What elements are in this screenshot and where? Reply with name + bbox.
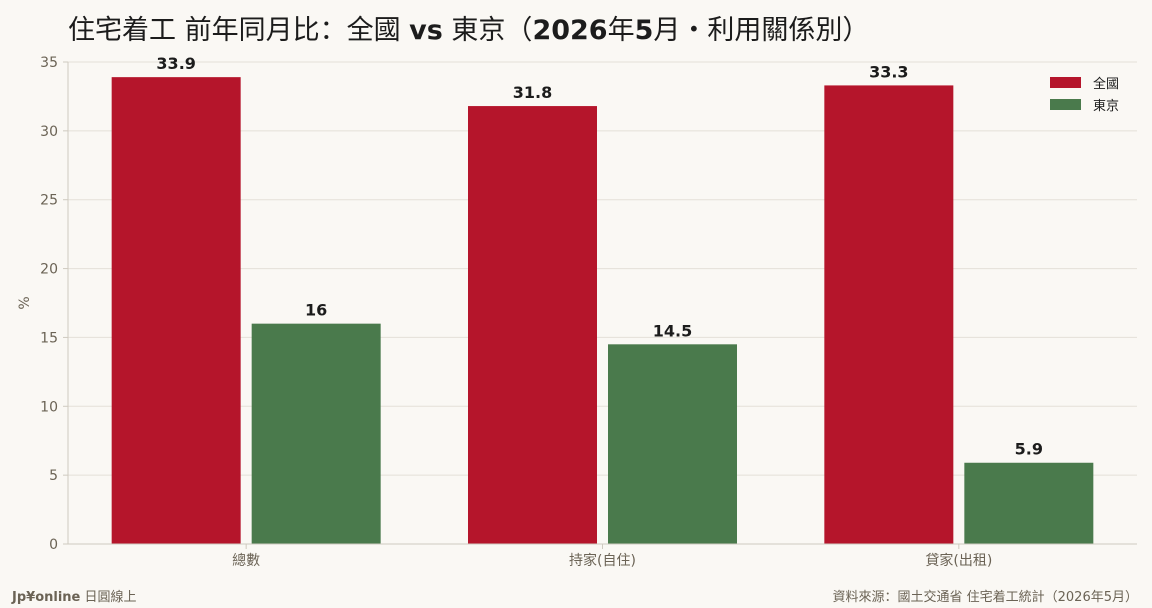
x-tick-label: 貸家(出租) xyxy=(925,552,992,569)
footer-source: 資料來源：國土交通省 住宅着工統計（2026年5月） xyxy=(832,590,1139,605)
bar-value-label: 33.3 xyxy=(869,62,908,81)
y-tick-label: 20 xyxy=(40,262,58,278)
title-part-5: 年 xyxy=(607,15,635,46)
bar-value-label: 16 xyxy=(305,301,327,320)
bar xyxy=(964,462,1094,544)
x-tick-label: 持家(自住) xyxy=(569,552,636,569)
bar-value-label: 5.9 xyxy=(1015,440,1043,459)
bar xyxy=(608,344,737,544)
title-part-7: 月・利用關係別） xyxy=(653,15,870,46)
y-tick-label: 15 xyxy=(40,330,58,346)
title-part-year: 2026 xyxy=(532,15,608,46)
brand-name: Jp¥online xyxy=(12,590,81,605)
bar xyxy=(824,85,954,544)
footer-brand: Jp¥online 日圓線上 xyxy=(12,586,137,605)
y-tick-label: 25 xyxy=(40,193,58,209)
bar-value-label: 31.8 xyxy=(513,83,552,102)
y-tick-label: 10 xyxy=(40,399,58,415)
y-tick-label: 30 xyxy=(40,124,58,140)
bar xyxy=(251,323,381,544)
legend-swatch xyxy=(1050,99,1081,110)
y-tick-label: 0 xyxy=(49,537,58,553)
y-axis-label: % xyxy=(17,296,33,309)
legend-label: 東京 xyxy=(1093,98,1119,114)
brand-suffix: 日圓線上 xyxy=(80,590,137,605)
title-part-3: 東京（ xyxy=(442,15,533,46)
bars xyxy=(111,77,1094,545)
x-tick-label: 總數 xyxy=(232,552,260,569)
legend-label: 全國 xyxy=(1093,76,1119,92)
bar-value-label: 33.9 xyxy=(156,54,195,73)
y-tick-label: 35 xyxy=(40,55,58,71)
grid-lines xyxy=(68,61,1137,476)
axes: 0 5 10 15 20 25 30 35% 總數 持家(自住) 貸家(出租) xyxy=(17,55,1137,569)
bar xyxy=(468,106,597,544)
chart-title: 住宅着工 前年同月比：全國 vs 東京（2026年5月・利用關係別） xyxy=(68,8,869,47)
title-part-1: 住宅着工 前年同月比：全國 xyxy=(68,15,410,46)
legend-swatch xyxy=(1050,77,1081,88)
bar xyxy=(111,77,241,545)
y-tick-label: 5 xyxy=(49,468,58,484)
data-labels: 33.9 16 31.8 14.5 33.3 5.9 xyxy=(156,54,1043,459)
title-part-vs: vs xyxy=(409,15,443,46)
bar-value-label: 14.5 xyxy=(653,321,692,340)
title-part-month: 5 xyxy=(634,15,654,46)
